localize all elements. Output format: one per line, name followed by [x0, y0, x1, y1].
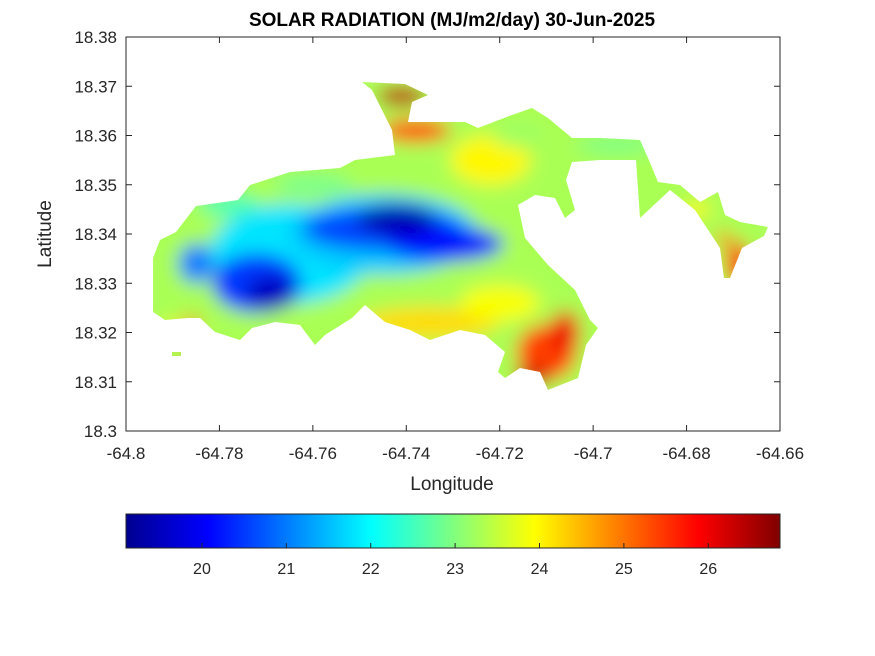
x-axis-label: Longitude	[410, 474, 493, 495]
y-axis-label: Latitude	[35, 200, 56, 268]
y-tick-label: 18.31	[74, 373, 117, 392]
colorbar	[125, 513, 781, 549]
y-tick-label: 18.32	[74, 324, 117, 343]
colorbar-tick-label: 23	[446, 561, 464, 578]
x-tick-label: -64.68	[662, 444, 710, 463]
field-blob	[450, 135, 531, 186]
y-tick-label: 18.36	[74, 127, 117, 146]
y-tick-label: 18.34	[74, 225, 117, 244]
field-blob	[178, 243, 215, 284]
colorbar-tick-label: 24	[531, 561, 549, 578]
field-blob	[550, 310, 581, 355]
field-blob	[245, 275, 296, 312]
field-blob	[576, 137, 657, 154]
y-tick-label: 18.35	[74, 176, 117, 195]
x-tick-label: -64.8	[107, 444, 146, 463]
x-tick-label: -64.78	[195, 444, 243, 463]
field-blob	[493, 123, 544, 148]
colorbar-tick-label: 20	[193, 561, 211, 578]
x-tick-label: -64.72	[476, 444, 524, 463]
field-blob	[380, 118, 451, 143]
field-blob	[383, 225, 504, 262]
y-tick-label: 18.38	[74, 28, 117, 47]
field-blob	[272, 176, 353, 193]
field-blob	[715, 230, 732, 247]
x-axis: -64.8 -64.78 -64.76 -64.74 -64.72 -64.7 -64.68…	[107, 37, 804, 463]
x-tick-label: -64.74	[382, 444, 430, 463]
colorbar-tick-label: 22	[362, 561, 380, 578]
x-tick-label: -64.7	[574, 444, 613, 463]
y-tick-label: 18.3	[84, 422, 117, 441]
colorbar-ticks: 20 21 22 23 24 25 26	[193, 543, 717, 578]
colorbar-tick-label: 26	[699, 561, 717, 578]
x-tick-label: -64.76	[289, 444, 337, 463]
colorbar-tick-label: 21	[277, 561, 295, 578]
colorbar-tick-label: 25	[615, 561, 633, 578]
x-tick-label: -64.66	[756, 444, 804, 463]
chart-title: SOLAR RADIATION (MJ/m2/day) 30-Jun-2025	[249, 10, 656, 31]
y-tick-label: 18.37	[74, 77, 117, 96]
field-blob	[356, 203, 437, 236]
y-tick-label: 18.33	[74, 274, 117, 293]
y-axis: 18.3 18.31 18.32 18.33 18.34 18.35 18.36 18.37 1…	[74, 28, 780, 441]
field-blob	[459, 284, 540, 321]
